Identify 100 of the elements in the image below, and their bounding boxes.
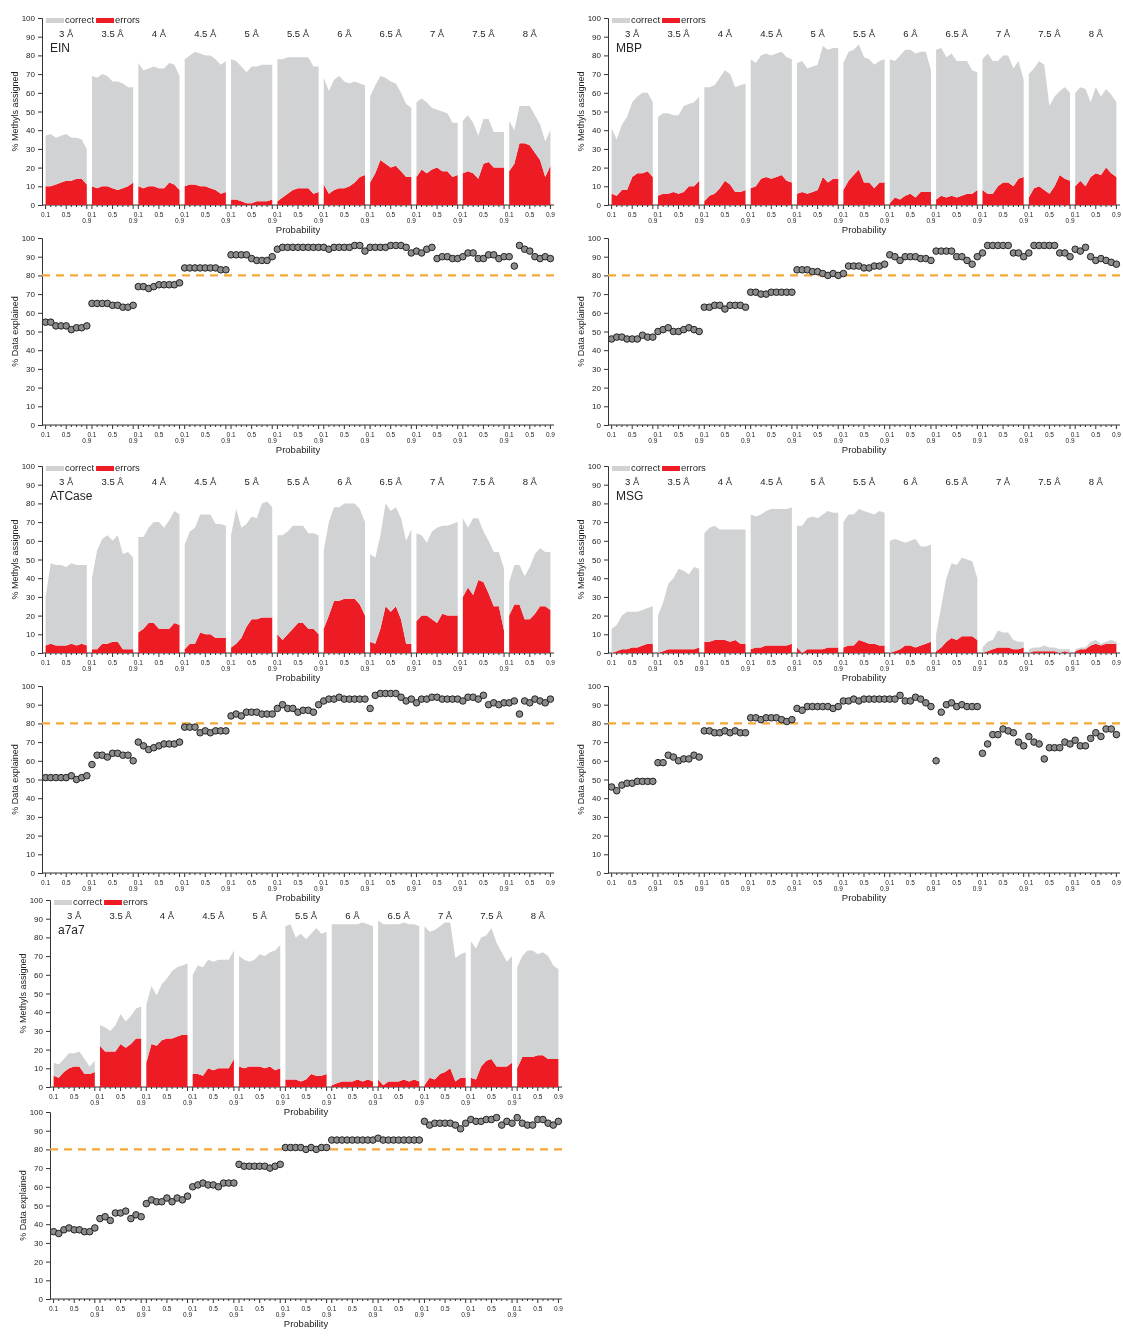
y-tick-label: 60 [26,536,36,546]
y-tick-label: 0 [596,421,602,431]
y-tick-label: 40 [34,1220,44,1230]
annotation: 7.5 Å [1038,475,1062,487]
annotation: 5.5 Å [294,909,318,921]
annotation: 5 Å [244,27,260,39]
y-tick-label: 0 [30,201,36,211]
y-tick-label: 100 [29,1108,44,1118]
y-tick-label: 70 [26,518,36,528]
y-tick-label: 90 [34,914,44,924]
annotation: 3 Å [625,475,640,487]
annotation: MBP [616,40,643,55]
annotation: 6.5 Å [379,475,403,487]
y-tick-label: 70 [592,738,602,748]
y-tick-label: 10 [26,182,36,192]
annotation: 6.5 Å [945,475,969,487]
annotation: 4 Å [159,909,175,921]
legend-label: errors [681,14,707,25]
y-tick-label: 20 [34,1045,44,1055]
y-tick-label: 50 [592,775,602,785]
y-axis-title: % Data explained [10,744,20,815]
y-tick-label: 10 [34,1276,44,1286]
y-tick-label: 0 [38,1295,44,1305]
y-tick-label: 90 [34,1126,44,1136]
annotation: 7 Å [995,475,1011,487]
y-tick-label: 80 [592,51,602,61]
y-tick-label: 80 [592,271,602,281]
annotation: 3 Å [67,909,82,921]
annotation: 4.5 Å [760,475,784,487]
annotation: 7.5 Å [480,909,504,921]
annotation: ATCase [50,488,93,503]
y-tick-label: 90 [592,480,602,490]
annotation: 3.5 Å [109,909,133,921]
legend-label: correct [631,14,661,25]
y-tick-label: 30 [592,144,602,154]
y-tick-label: 30 [34,1238,44,1248]
y-tick-label: 60 [26,756,36,766]
y-tick-label: 90 [592,700,602,710]
legend-label: correct [65,14,95,25]
y-tick-label: 40 [592,574,602,584]
y-tick-label: 20 [592,831,602,841]
annotation: 3.5 Å [101,27,125,39]
y-tick-label: 30 [26,812,36,822]
legend-label: errors [123,896,149,907]
annotation: 5.5 Å [286,27,310,39]
y-axis-title: % Methyls assigned [576,519,586,600]
y-tick-label: 20 [26,163,36,173]
annotation: 4 Å [151,475,167,487]
y-tick-label: 40 [26,574,36,584]
annotation: 6.5 Å [945,27,969,39]
x-axis-title: Probability [841,892,887,903]
y-tick-label: 50 [592,107,602,117]
annotation: 7 Å [429,27,445,39]
y-tick-label: 0 [596,649,602,659]
annotation: 4 Å [151,27,167,39]
annotation: 6 Å [903,27,919,39]
y-tick-label: 100 [21,462,36,472]
legend-label: correct [73,896,103,907]
y-tick-label: 70 [26,290,36,300]
y-tick-label: 100 [29,896,44,906]
y-tick-label: 40 [26,794,36,804]
y-tick-label: 10 [26,402,36,412]
y-tick-label: 60 [34,970,44,980]
y-tick-label: 100 [21,14,36,24]
annotation: 5 Å [244,475,260,487]
annotation: 5.5 Å [852,27,876,39]
annotation: 4 Å [717,475,733,487]
y-tick-label: 20 [592,163,602,173]
y-axis-title: % Data explained [10,296,20,367]
y-axis-title: % Methyls assigned [10,519,20,600]
legend-label: errors [115,14,141,25]
y-tick-label: 40 [26,346,36,356]
y-tick-label: 50 [26,555,36,565]
annotation: 7.5 Å [472,475,496,487]
annotation: 4.5 Å [194,27,218,39]
x-axis-title: Probability [275,672,321,683]
y-axis-title: % Data explained [18,1170,28,1241]
y-tick-label: 60 [34,1182,44,1192]
x-axis-title: Probability [841,224,887,235]
y-tick-label: 20 [34,1257,44,1267]
y-tick-label: 10 [26,850,36,860]
y-tick-label: 70 [592,518,602,528]
y-tick-label: 80 [26,499,36,509]
y-tick-label: 0 [30,649,36,659]
annotation: EIN [50,40,71,55]
annotation: 4.5 Å [760,27,784,39]
annotation: 3.5 Å [667,27,691,39]
y-tick-label: 90 [592,252,602,262]
y-tick-label: 30 [592,364,602,374]
y-tick-label: 60 [592,88,602,98]
annotation: 5 Å [810,475,826,487]
annotation: MSG [616,488,644,503]
y-tick-label: 70 [592,290,602,300]
y-tick-label: 80 [34,1145,44,1155]
y-tick-label: 0 [38,1083,44,1093]
legend-label: correct [631,462,661,473]
y-tick-label: 100 [587,234,602,244]
y-tick-label: 30 [26,592,36,602]
y-tick-label: 80 [592,499,602,509]
y-tick-label: 20 [26,831,36,841]
